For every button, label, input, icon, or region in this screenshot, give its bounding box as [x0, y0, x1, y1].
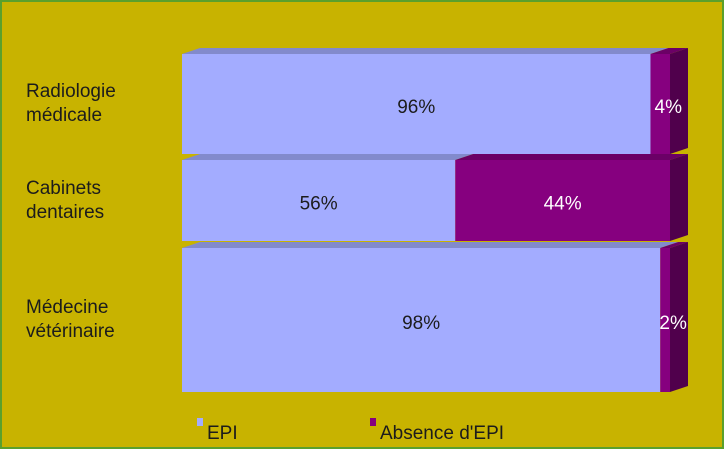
value-label: 4% [655, 97, 683, 118]
bar [455, 160, 670, 241]
value-label: 96% [397, 97, 435, 118]
bar [660, 248, 670, 392]
category-label: Radiologie médicale [26, 81, 116, 126]
bar-side [670, 242, 688, 392]
value-label: 56% [300, 194, 338, 215]
bar-side [670, 154, 688, 241]
bar-top [455, 154, 688, 160]
legend-label: Absence d'EPI [380, 423, 504, 444]
category-label: Cabinets dentaires [26, 177, 105, 223]
bar-top [650, 48, 688, 54]
value-label: 98% [402, 313, 440, 334]
legend-swatch [370, 418, 376, 426]
value-label: 2% [659, 313, 687, 334]
bar-top [660, 242, 688, 248]
bar [182, 160, 456, 241]
bar-side [670, 48, 688, 154]
bar [182, 248, 661, 392]
category-label: Médecine vétérinaire [26, 297, 115, 342]
bar [650, 54, 670, 154]
bar-top [182, 48, 669, 54]
bar [182, 54, 651, 154]
legend-label: EPI [207, 423, 238, 444]
bar-top [182, 154, 474, 160]
bar-top [182, 242, 679, 248]
value-label: 44% [544, 194, 582, 215]
legend-swatch [197, 418, 203, 426]
